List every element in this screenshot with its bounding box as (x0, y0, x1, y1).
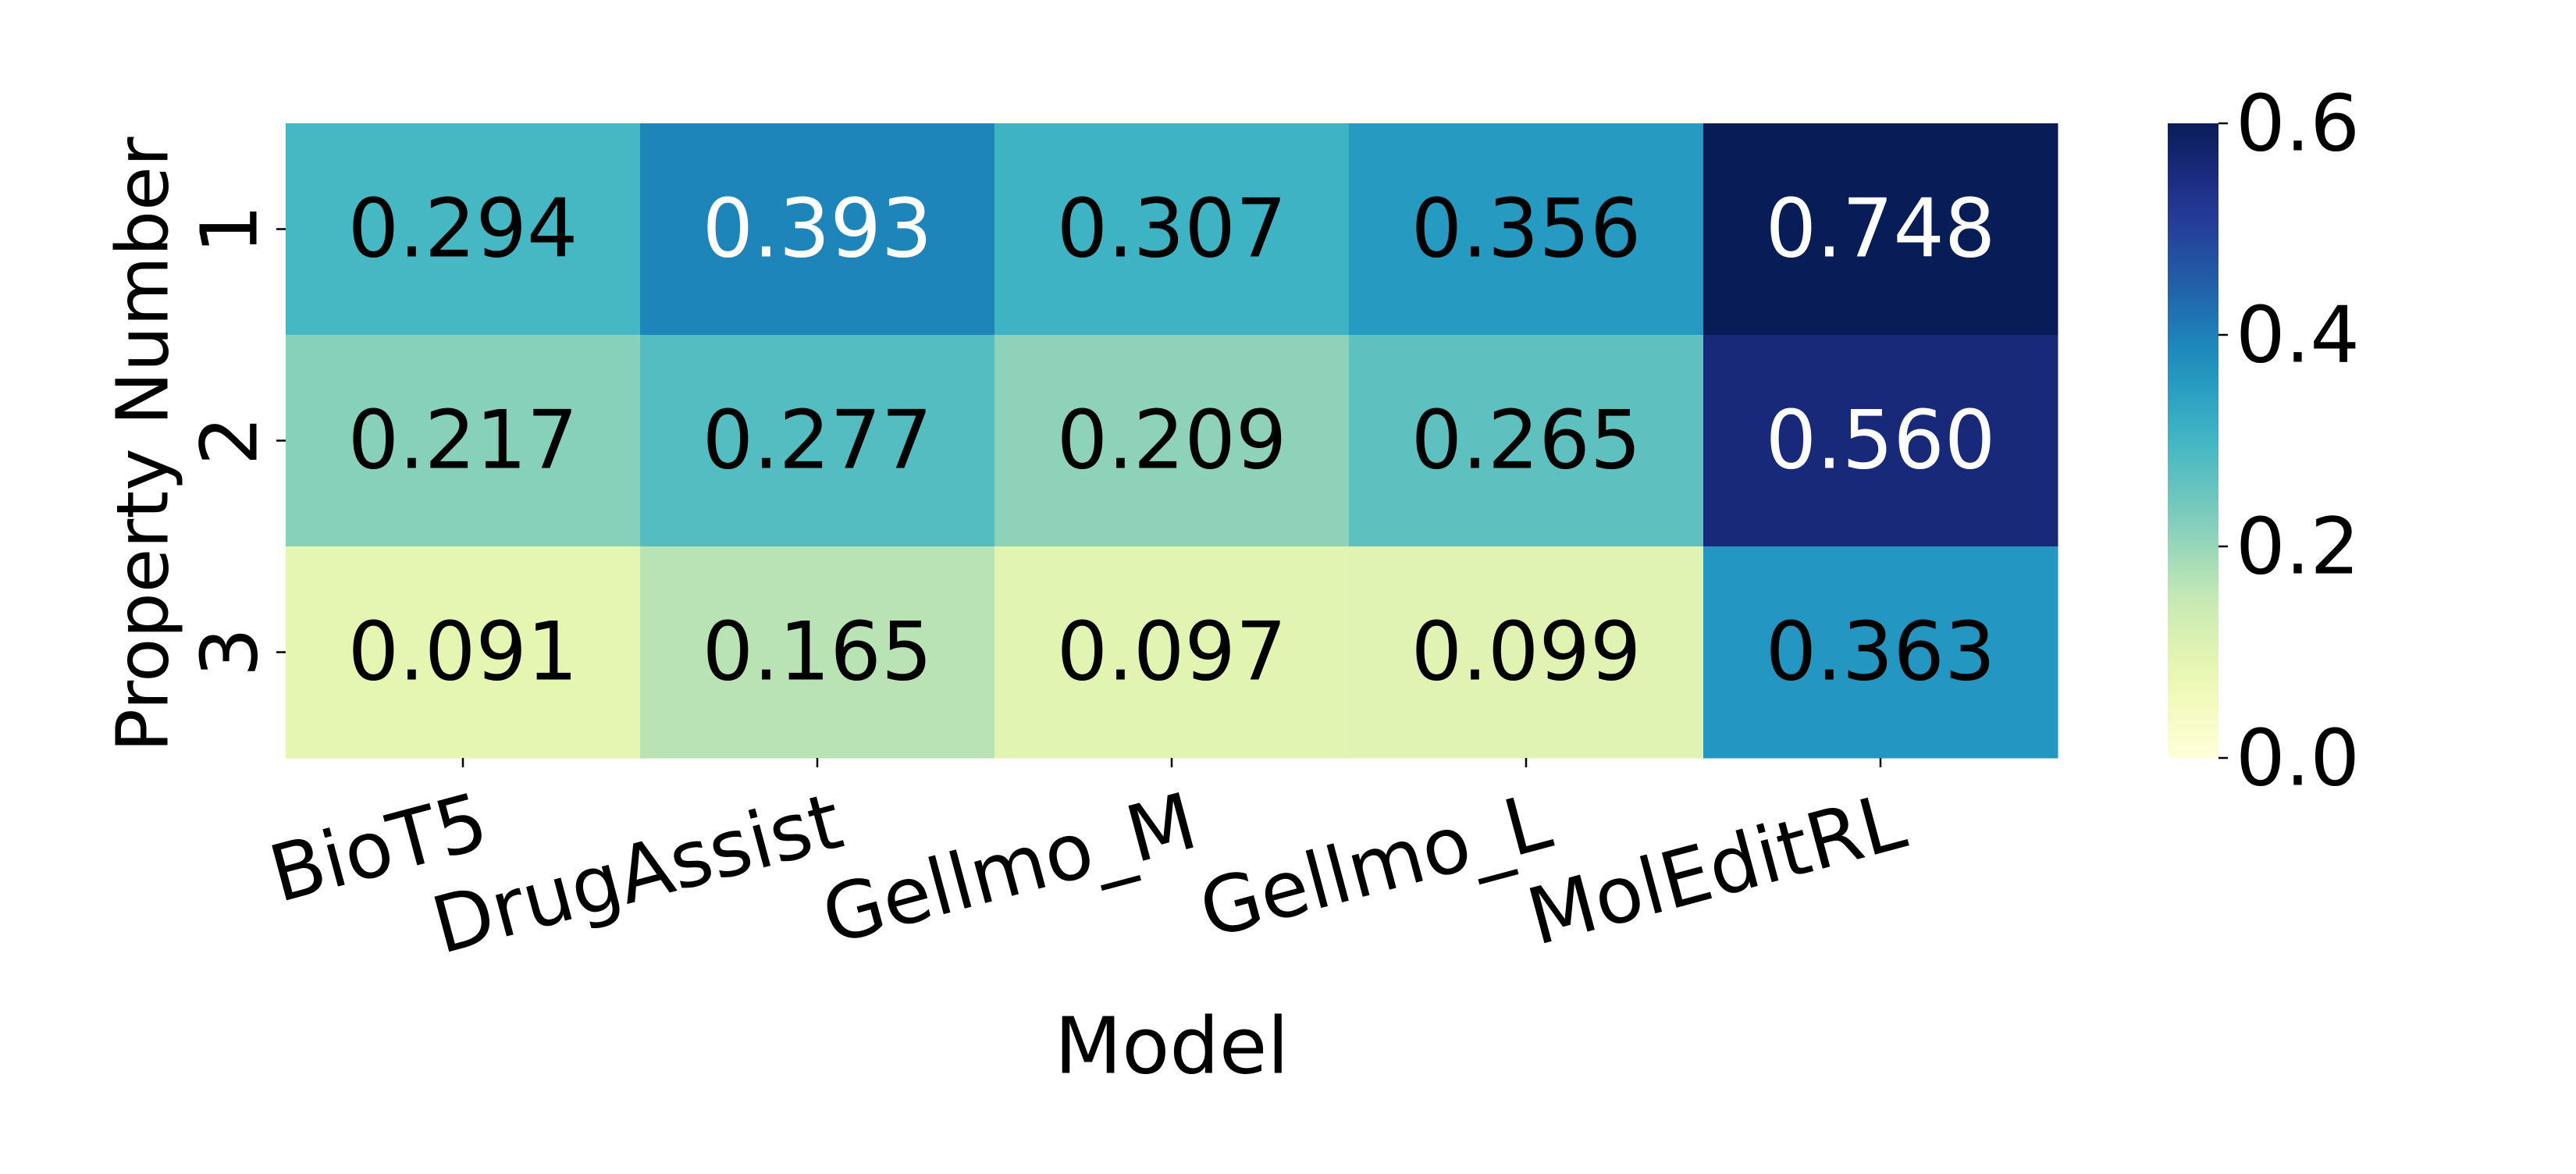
heatmap-cell (994, 335, 1350, 547)
cell-value-label: 0.294 (348, 183, 578, 276)
cell-value-label: 0.307 (1057, 183, 1287, 276)
cell-value-label: 0.356 (1411, 183, 1642, 276)
cell-value-label: 0.165 (703, 606, 933, 699)
colorbar: 0.0 0.2 0.4 0.6 (2168, 78, 2360, 804)
x-axis-label: Model (1055, 1001, 1289, 1092)
colorbar-tick-label: 0.6 (2236, 78, 2360, 169)
cell-value-labels: 0.294 0.393 0.307 0.356 0.748 0.217 0.277 0.209… (348, 183, 1996, 699)
cell-value-label: 0.265 (1411, 394, 1642, 488)
heatmap-cell (994, 123, 1350, 336)
heatmap-cell (1703, 123, 2058, 336)
heatmap-cell (640, 123, 995, 336)
y-tick-label: 2 (184, 416, 276, 466)
x-tick-label: MolEditRL (1518, 775, 1915, 963)
cell-value-label: 0.560 (1766, 394, 1996, 488)
heatmap-cell (1703, 335, 2058, 547)
cell-value-label: 0.393 (703, 183, 933, 276)
heatmap-cell (1349, 335, 1704, 547)
heatmap-cell (286, 546, 641, 759)
heatmap-cell (286, 335, 641, 547)
y-axis-label: Property Number (101, 137, 185, 752)
cell-value-label: 0.091 (348, 606, 578, 699)
cell-value-label: 0.748 (1766, 183, 1996, 276)
colorbar-tick-label: 0.4 (2236, 290, 2360, 381)
colorbar-tick-label: 0.2 (2236, 501, 2360, 592)
heatmap-cell (1349, 123, 1704, 336)
y-tick-label: 1 (184, 205, 276, 254)
cell-value-label: 0.097 (1057, 606, 1287, 699)
colorbar-tick-label: 0.0 (2236, 713, 2360, 804)
x-tick-label: Gellmo_M (813, 775, 1205, 962)
cell-value-label: 0.217 (348, 394, 578, 488)
cell-value-label: 0.363 (1766, 606, 1996, 699)
cell-value-label: 0.099 (1411, 606, 1642, 699)
cell-value-label: 0.277 (703, 394, 933, 488)
x-tick-label: DrugAssist (423, 775, 852, 972)
y-tick-label: 3 (184, 628, 276, 678)
heatmap-cell (1349, 546, 1704, 759)
heatmap-cell (640, 546, 995, 759)
heatmap-cell (640, 335, 995, 547)
heatmap-cell (994, 546, 1350, 759)
heatmap-cells (286, 123, 2058, 759)
heatmap-cell (286, 123, 641, 336)
x-tick-label: Gellmo_L (1190, 775, 1560, 956)
cell-value-label: 0.209 (1057, 394, 1287, 488)
colorbar-gradient (2168, 123, 2218, 758)
y-axis: 1 2 3 (184, 205, 286, 678)
heatmap-cell (1703, 546, 2058, 759)
